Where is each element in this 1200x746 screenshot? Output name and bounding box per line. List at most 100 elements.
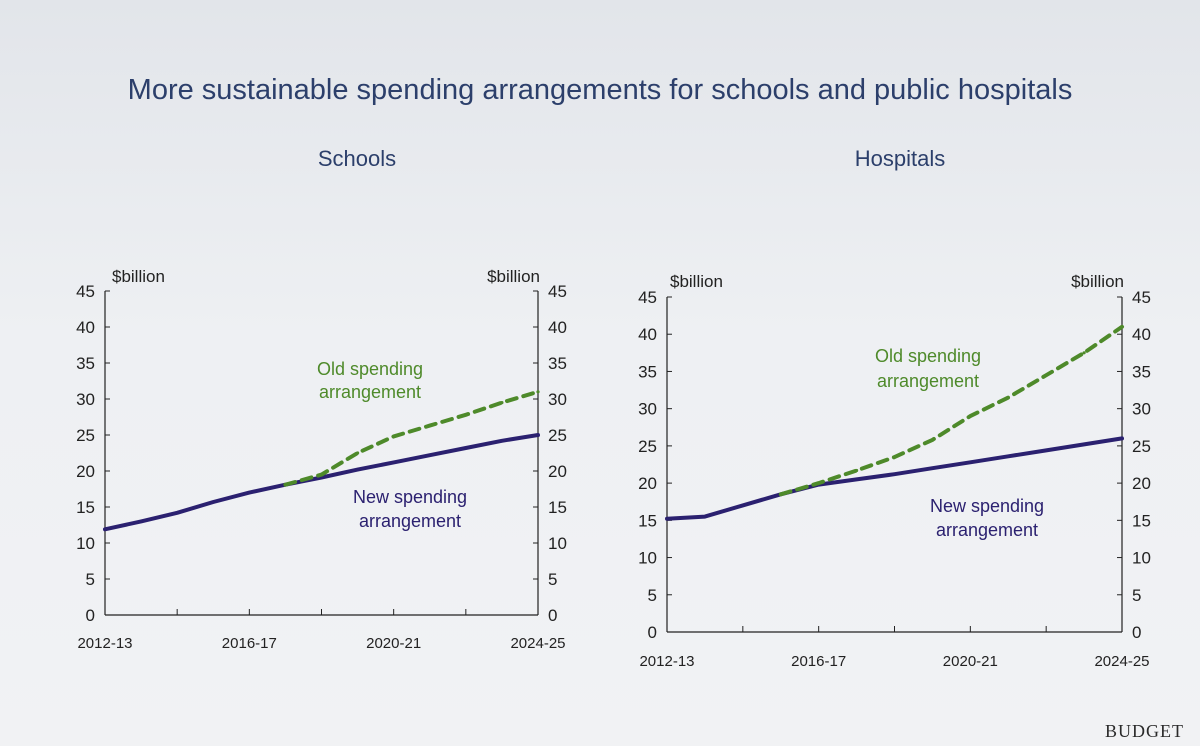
chart-title: Schools [318, 146, 396, 171]
data-point-new [1120, 436, 1124, 440]
y-tick-label-left: 25 [76, 426, 95, 445]
annotation-old-spending: arrangement [319, 382, 421, 402]
data-point-new [968, 460, 972, 464]
y-tick-label-right: 0 [1132, 623, 1141, 642]
page-title: More sustainable spending arrangements f… [127, 74, 1073, 106]
y-tick-label-right: 45 [1132, 288, 1151, 307]
y-tick-label-right: 15 [548, 498, 567, 517]
y-axis-unit-right: $billion [1071, 272, 1124, 291]
annotation-old-spending: Old spending [875, 346, 981, 366]
x-tick-label: 2016-17 [222, 635, 277, 652]
y-tick-label-right: 35 [1132, 362, 1151, 381]
y-tick-label-left: 0 [86, 606, 95, 625]
y-tick-label-right: 40 [548, 318, 567, 337]
data-point-new [892, 472, 897, 476]
data-point-old [1006, 395, 1010, 400]
series-line-old-spending [283, 389, 540, 487]
data-point-new [930, 466, 935, 470]
data-point-new [211, 500, 215, 504]
data-point-new [428, 453, 432, 457]
y-tick-label-right: 15 [1132, 511, 1151, 530]
series-line-new-spending [665, 436, 1124, 521]
data-point-new [464, 446, 468, 450]
x-tick-label: 2012-13 [77, 635, 132, 652]
y-axis-unit-right: $billion [487, 267, 540, 286]
y-tick-label-left: 35 [638, 362, 657, 381]
y-axis-unit-left: $billion [112, 267, 165, 286]
y-tick-label-left: 25 [638, 437, 657, 456]
y-tick-label-left: 45 [76, 282, 95, 301]
y-tick-label-left: 15 [76, 498, 95, 517]
data-point-new [500, 439, 504, 443]
data-point-new [1006, 454, 1010, 458]
y-tick-label-left: 30 [76, 390, 95, 409]
data-point-new [103, 527, 107, 531]
chart-title: Hospitals [855, 146, 945, 171]
data-point-old [536, 390, 540, 394]
data-point-new [392, 460, 396, 464]
y-tick-label-right: 30 [1132, 400, 1151, 419]
x-tick-label: 2020-21 [366, 635, 421, 652]
x-tick-label: 2024-25 [510, 635, 565, 652]
data-point-old [1120, 325, 1124, 329]
series-line-new-spending [103, 433, 540, 532]
data-point-new [741, 503, 745, 507]
data-point-old [855, 468, 859, 473]
y-axis-unit-left: $billion [670, 272, 723, 291]
data-point-old [283, 483, 287, 487]
y-tick-label-left: 10 [638, 549, 657, 568]
y-tick-label-right: 10 [548, 534, 567, 553]
annotation-old-spending: Old spending [317, 359, 423, 379]
data-point-new [665, 517, 669, 521]
y-tick-label-right: 40 [1132, 325, 1151, 344]
y-tick-label-right: 35 [548, 354, 567, 373]
y-tick-label-right: 5 [548, 570, 557, 589]
y-tick-label-right: 20 [1132, 474, 1151, 493]
y-tick-label-left: 5 [648, 586, 657, 605]
y-tick-label-right: 20 [548, 462, 567, 481]
y-tick-label-left: 45 [638, 288, 657, 307]
x-tick-label: 2012-13 [639, 653, 694, 670]
y-tick-label-left: 15 [638, 511, 657, 530]
data-point-new [247, 491, 251, 495]
data-point-new [1082, 442, 1086, 446]
annotation-new-spending: arrangement [936, 520, 1038, 540]
y-tick-label-right: 0 [548, 606, 557, 625]
data-point-old [319, 473, 324, 477]
y-tick-label-left: 0 [648, 623, 657, 642]
data-point-old [892, 455, 897, 459]
y-tick-label-left: 35 [76, 354, 95, 373]
data-point-old [392, 434, 396, 438]
data-point-old [428, 424, 432, 428]
y-tick-label-right: 45 [548, 282, 567, 301]
series-line-old-spending [778, 324, 1124, 497]
y-tick-label-left: 10 [76, 534, 95, 553]
data-point-new [175, 511, 179, 515]
data-point-old [779, 492, 783, 496]
data-point-new [139, 519, 143, 524]
data-point-old [464, 413, 468, 417]
x-tick-label: 2020-21 [943, 653, 998, 670]
x-tick-label: 2016-17 [791, 653, 846, 670]
annotation-new-spending: arrangement [359, 511, 461, 531]
data-point-new [356, 468, 360, 472]
y-tick-label-left: 40 [76, 318, 95, 337]
data-point-new [536, 433, 540, 437]
budget-footer-logo: BUDGET [1105, 721, 1184, 741]
annotation-new-spending: New spending [930, 496, 1044, 516]
y-tick-label-right: 30 [548, 390, 567, 409]
data-point-old [1044, 373, 1048, 377]
data-point-old [930, 438, 935, 442]
y-tick-label-right: 5 [1132, 586, 1141, 605]
annotation-new-spending: New spending [353, 487, 467, 507]
annotation-old-spending: arrangement [877, 371, 979, 391]
data-point-new [855, 477, 859, 481]
data-point-old [817, 481, 821, 485]
data-point-old [500, 401, 504, 405]
y-tick-label-right: 25 [548, 426, 567, 445]
data-point-new [1044, 448, 1048, 452]
y-tick-label-left: 20 [76, 462, 95, 481]
y-tick-label-left: 20 [638, 474, 657, 493]
